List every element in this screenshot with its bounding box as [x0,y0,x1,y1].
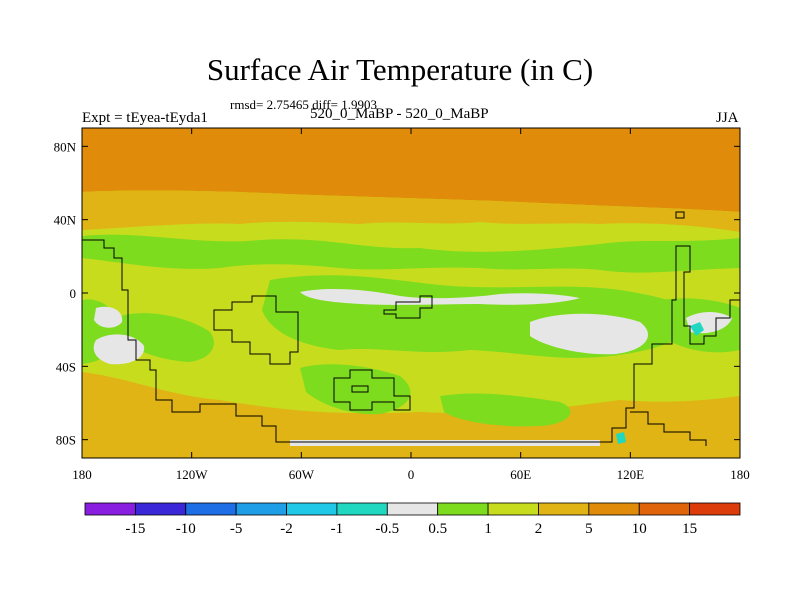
y-axis: 80N 40N 0 40S 80S [54,139,740,448]
x-tick-label: 0 [408,467,415,482]
stats-label: rmsd= 2.75465 diff= 1.9903 [230,97,377,112]
colorbar-swatch [437,502,489,516]
colorbar-label: 1 [484,521,492,537]
experiment-label: Expt = tEyea-tEyda1 [82,110,208,126]
colorbar-label: 0.5 [428,521,447,537]
colorbar-label: -2 [280,521,293,537]
field-white-3 [93,334,145,365]
colorbar-label: -0.5 [375,521,399,537]
field-cyan-1 [690,322,704,336]
field-green-5 [440,393,571,427]
colorbar-swatch [336,502,388,516]
colorbar-label: 10 [632,521,647,537]
coastlines [82,211,740,446]
y-tick-label: 80N [54,139,77,154]
x-tick-label: 180 [730,467,750,482]
colorbar-label: -15 [125,521,145,537]
field-white-2 [530,313,648,355]
colorbar-label: 5 [585,521,593,537]
colorbar: -15 -10 -5 -2 -1 -0.5 0.5 1 2 5 10 15 [84,502,741,537]
colorbar-swatch [84,502,136,516]
colorbar-swatch [638,502,691,516]
colorbar-swatch [134,502,187,516]
colorbar-label: 2 [535,521,543,537]
x-tick-label: 60W [289,467,315,482]
field-green-1 [82,234,740,273]
colorbar-label: -5 [230,521,243,537]
runs-label: 520_0_MaBP - 520_0_MaBP [310,106,489,122]
field-cyan-2 [616,432,626,444]
colorbar-swatch [588,502,640,516]
colorbar-swatch [487,502,539,516]
field-white-1 [300,289,580,305]
y-tick-label: 0 [70,286,77,301]
field-white-6 [290,440,600,446]
chart-title: Surface Air Temperature (in C) [206,52,594,87]
x-axis: 180 120W 60W 0 60E 120E 180 [72,128,750,482]
field-north-warm [82,128,740,212]
colorbar-swatch [185,502,237,516]
field-white-4 [94,306,123,328]
colorbar-label: 15 [682,521,697,537]
field-north-mid [82,190,740,232]
colorbar-swatch [689,502,741,516]
colorbar-swatch [538,502,590,516]
x-tick-label: 180 [72,467,92,482]
y-tick-label: 80S [56,433,76,448]
colorbar-swatch [386,502,439,516]
colorbar-label: -10 [176,521,196,537]
x-tick-label: 120W [176,467,209,482]
colorbar-swatch [235,502,287,516]
season-label: JJA [716,110,739,126]
colorbar-label: -1 [331,521,344,537]
colorbar-swatch [286,502,338,516]
y-tick-label: 40N [54,213,77,228]
y-tick-label: 40S [56,359,76,374]
x-tick-label: 60E [510,467,531,482]
temperature-map [82,128,740,458]
x-tick-label: 120E [617,467,645,482]
field-south-warm [82,372,740,458]
